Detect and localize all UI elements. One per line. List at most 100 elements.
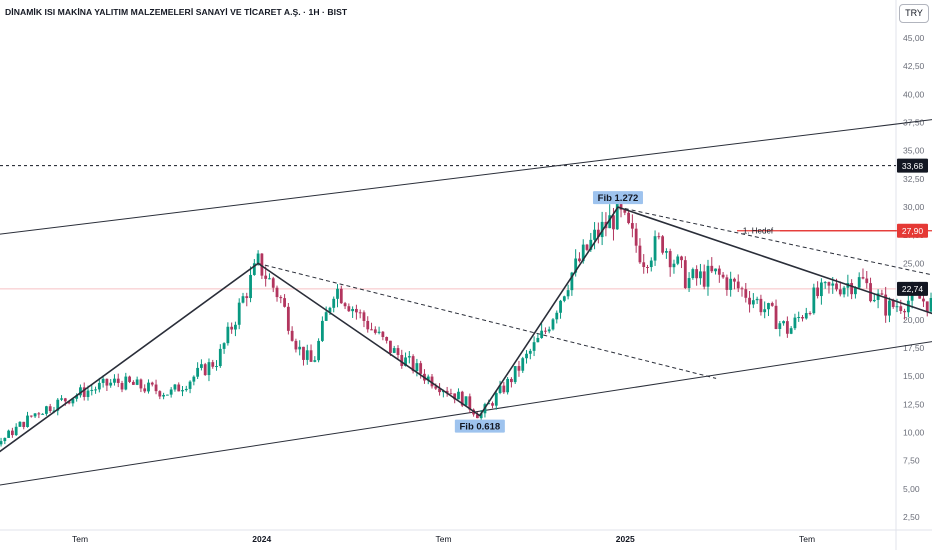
channel-upper-line [0, 119, 932, 235]
candle-body [271, 278, 275, 288]
target-label: 1. Hedef [743, 227, 774, 236]
candle-body [400, 354, 404, 367]
candle-body [797, 317, 801, 319]
candle-body [646, 267, 649, 269]
candle-body [309, 350, 313, 362]
candle-body [842, 287, 846, 295]
candle-body [664, 251, 668, 253]
candle-body [785, 321, 789, 334]
y-tick-label: 25,00 [903, 258, 925, 268]
candle-body [385, 336, 389, 341]
candle-body [751, 300, 755, 305]
candle-body [672, 263, 676, 268]
candle-body [29, 415, 33, 417]
candle-body [506, 378, 510, 393]
candle-body [710, 265, 714, 272]
candle-body [789, 328, 793, 334]
candle-body [279, 297, 283, 299]
candle-body [763, 309, 767, 313]
candle-body [203, 364, 207, 376]
candle-body [702, 271, 706, 287]
candle-body [562, 296, 566, 301]
candle-body [37, 413, 41, 415]
candle-body [147, 382, 150, 392]
candle-body [770, 303, 774, 306]
y-tick-label: 42,50 [903, 61, 925, 71]
candle-body [41, 413, 45, 415]
candle-body [302, 346, 305, 360]
candle-body [184, 388, 188, 391]
candle-body [181, 390, 184, 392]
candle-body [430, 376, 434, 387]
candle-body [249, 274, 252, 299]
candle-body [838, 289, 842, 295]
candle-body [585, 244, 589, 250]
candle-body [498, 385, 502, 394]
candle-body [162, 394, 166, 397]
candle-body [449, 393, 453, 395]
candle-body [128, 376, 131, 382]
y-tick-label: 45,00 [903, 33, 925, 43]
candle-body [876, 293, 880, 300]
y-tick-label: 17,50 [903, 343, 925, 353]
candle-body [211, 362, 215, 367]
candle-body [816, 287, 820, 297]
candle-body [324, 312, 328, 321]
candle-body [97, 382, 101, 390]
candle-body [200, 364, 203, 368]
candle-body [540, 330, 544, 338]
candle-body [45, 406, 48, 414]
candle-body [234, 324, 237, 330]
candle-body [143, 388, 147, 392]
candle-body [657, 236, 661, 238]
candle-body [116, 378, 120, 383]
candle-body [313, 360, 317, 362]
candle-body [502, 385, 506, 393]
candle-body [419, 363, 423, 374]
candle-body [827, 282, 831, 286]
candle-body [619, 199, 623, 210]
candle-body [298, 346, 302, 350]
candle-body [10, 430, 14, 436]
candle-body [373, 329, 377, 333]
target-price-label: 27,90 [902, 226, 924, 236]
candle-body [445, 390, 449, 394]
candle-body [857, 277, 861, 288]
candle-body [71, 398, 75, 404]
fib-label-bg [454, 419, 505, 433]
candle-body [294, 340, 298, 350]
candle-body [861, 277, 865, 279]
candle-body [736, 281, 740, 289]
candle-body [457, 391, 460, 400]
candle-body [173, 384, 177, 390]
target-price-label-bg [897, 223, 928, 238]
candle-body [230, 326, 234, 330]
candle-body [351, 308, 355, 312]
candle-body [434, 386, 438, 389]
candle-body [411, 356, 415, 372]
candle-body [105, 378, 109, 386]
candle-body [661, 236, 665, 253]
y-tick-label: 10,00 [903, 427, 925, 437]
candle-body [370, 329, 373, 331]
candle-body [343, 303, 347, 307]
candle-body [192, 376, 196, 382]
candle-body [596, 229, 600, 238]
candle-body [381, 331, 385, 337]
candle-body [547, 329, 551, 332]
y-tick-label: 20,00 [903, 315, 925, 325]
last-price-label: 22,74 [902, 284, 924, 294]
candle-body [778, 323, 782, 330]
candle-body [90, 389, 94, 391]
level-price-label: 33,68 [902, 161, 924, 171]
x-tick-label: Tem [799, 534, 815, 544]
candle-body [717, 268, 721, 275]
candle-body [0, 441, 3, 445]
candle-body [774, 305, 778, 330]
candle-body [7, 430, 11, 438]
candle-body [676, 256, 680, 264]
currency-button[interactable]: TRY [899, 4, 929, 23]
candle-body [48, 406, 52, 412]
fib-label-bg [592, 191, 643, 205]
